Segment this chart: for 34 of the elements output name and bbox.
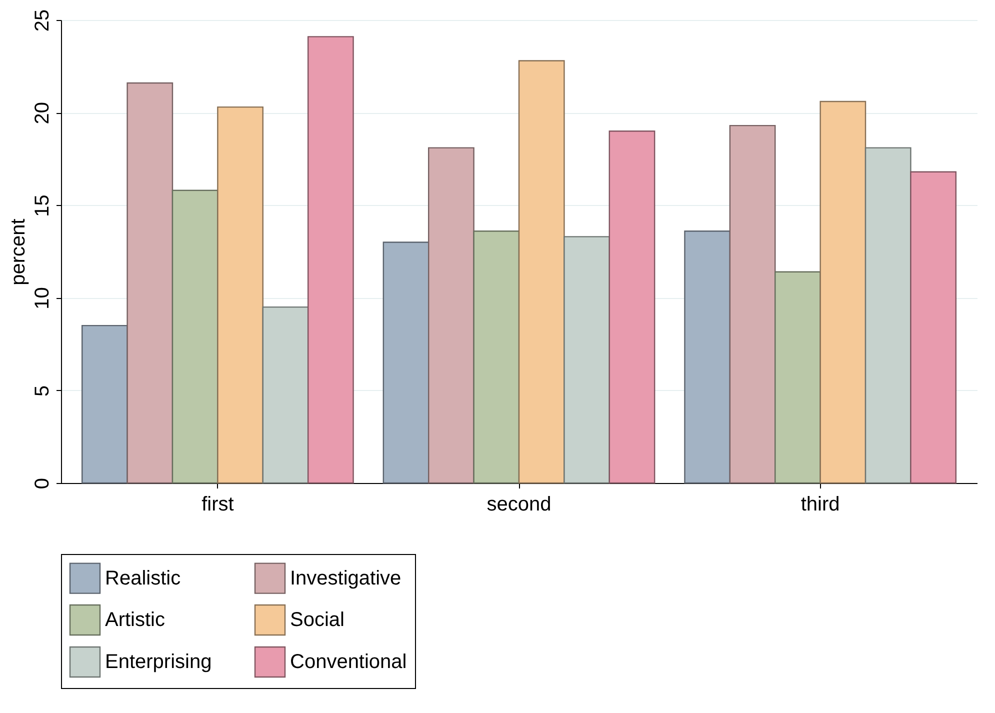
legend-label: Realistic <box>105 567 181 590</box>
bar <box>262 306 309 484</box>
y-tick-label: 5 <box>32 385 54 396</box>
x-tick-label: third <box>800 494 840 516</box>
bar <box>428 147 474 484</box>
legend-label: Artistic <box>105 609 165 631</box>
legend-label: Investigative <box>290 567 402 590</box>
y-tick-label: 0 <box>32 478 54 490</box>
y-tick-label: 10 <box>32 287 54 310</box>
y-tick-label: 15 <box>32 194 54 217</box>
y-tick-label: 20 <box>32 102 54 124</box>
bar <box>774 271 821 484</box>
bar <box>684 230 731 484</box>
bar <box>564 236 610 484</box>
bar <box>518 60 565 484</box>
bar <box>172 190 218 484</box>
bar <box>217 106 264 484</box>
bar <box>126 82 174 484</box>
bar <box>608 130 656 484</box>
bar <box>820 100 866 484</box>
bar <box>729 124 776 484</box>
bar <box>473 230 520 484</box>
legend-label: Social <box>290 609 344 631</box>
bar <box>307 36 354 484</box>
x-tick-label: first <box>202 494 234 516</box>
legend-label: Conventional <box>290 651 407 673</box>
y-tick-label: 25 <box>32 9 54 32</box>
legend-label: Enterprising <box>105 651 212 673</box>
bar <box>864 147 912 484</box>
bar <box>81 324 128 484</box>
y-axis-title: percent <box>8 218 30 286</box>
bar <box>382 242 430 484</box>
bar <box>910 171 957 484</box>
x-tick-label: second <box>486 494 552 516</box>
